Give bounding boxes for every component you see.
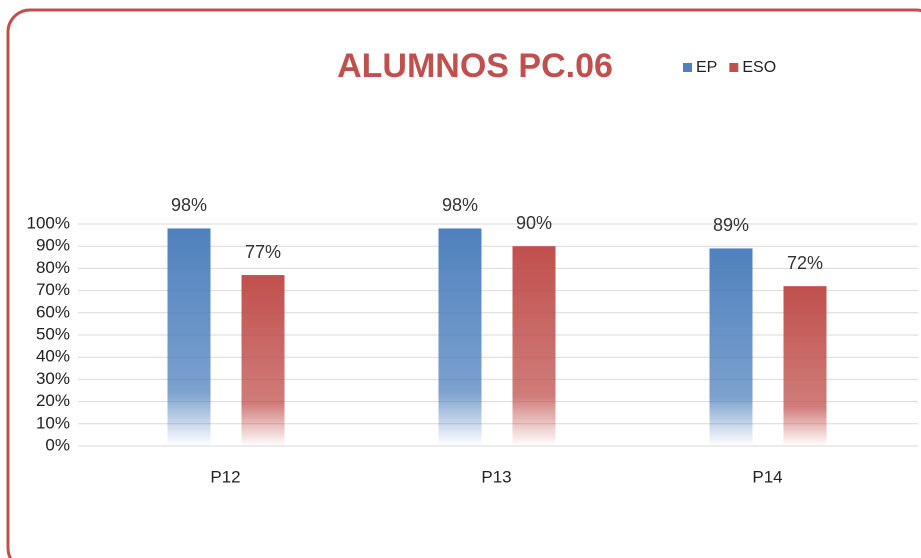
y-tick-label: 10% bbox=[36, 413, 70, 432]
y-tick-label: 60% bbox=[36, 302, 70, 321]
y-tick-label: 100% bbox=[27, 213, 70, 232]
data-label: 77% bbox=[245, 242, 281, 262]
bar bbox=[709, 248, 753, 446]
y-tick-label: 20% bbox=[36, 391, 70, 410]
legend-label: ESO bbox=[742, 59, 776, 76]
bar bbox=[512, 246, 556, 446]
y-tick-label: 70% bbox=[36, 280, 70, 299]
data-label: 89% bbox=[713, 215, 749, 235]
bar bbox=[438, 228, 482, 446]
data-label: 98% bbox=[442, 195, 478, 215]
data-label: 98% bbox=[171, 195, 207, 215]
legend-swatch bbox=[729, 63, 739, 72]
data-label: 90% bbox=[516, 213, 552, 233]
data-label: 72% bbox=[787, 253, 823, 273]
x-tick-label: P14 bbox=[752, 467, 782, 486]
bar bbox=[783, 286, 827, 446]
y-tick-label: 90% bbox=[36, 236, 70, 255]
legend-label: EP bbox=[696, 59, 717, 76]
y-tick-label: 0% bbox=[45, 435, 70, 454]
chart-title: ALUMNOS PC.06 bbox=[337, 47, 613, 85]
y-tick-label: 30% bbox=[36, 369, 70, 388]
bar bbox=[167, 228, 211, 446]
x-tick-label: P12 bbox=[210, 467, 240, 486]
y-tick-label: 40% bbox=[36, 347, 70, 366]
x-tick-label: P13 bbox=[481, 467, 511, 486]
y-tick-label: 80% bbox=[36, 258, 70, 277]
y-tick-label: 50% bbox=[36, 324, 70, 343]
legend-swatch bbox=[683, 63, 692, 72]
bar bbox=[241, 275, 285, 446]
